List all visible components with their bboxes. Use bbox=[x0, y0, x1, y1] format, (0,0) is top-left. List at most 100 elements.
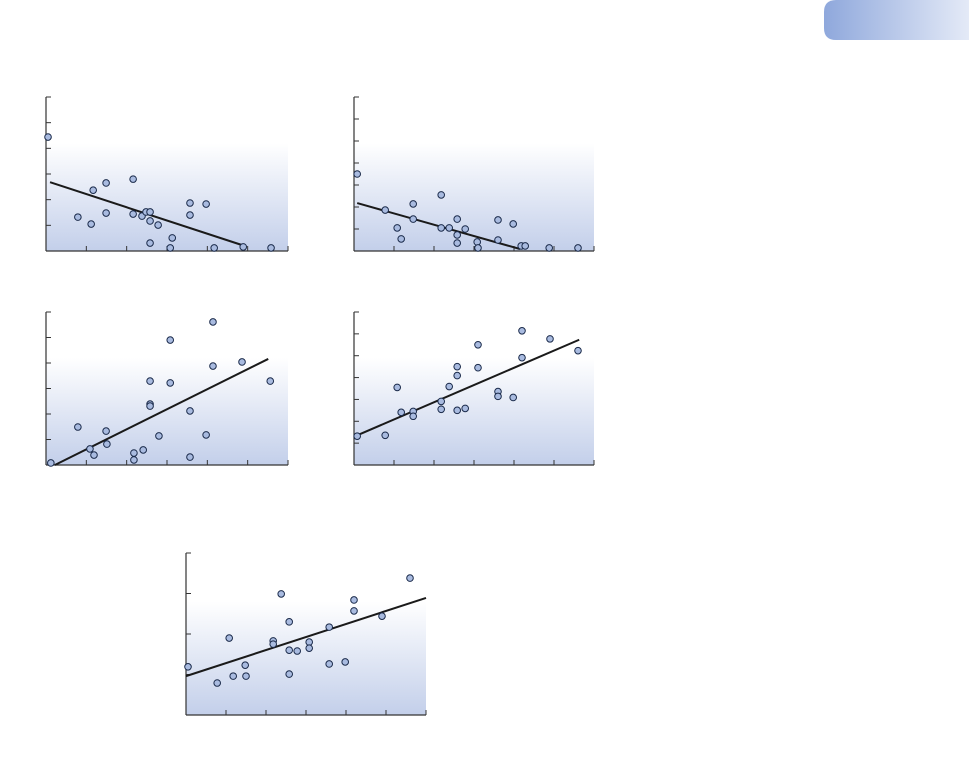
data-point bbox=[146, 402, 154, 410]
data-point bbox=[102, 209, 110, 217]
data-point bbox=[325, 623, 334, 631]
data-point bbox=[89, 186, 97, 194]
data-point bbox=[285, 618, 294, 626]
data-point bbox=[453, 362, 462, 371]
data-point bbox=[378, 612, 386, 620]
data-point bbox=[154, 221, 162, 229]
data-point bbox=[74, 423, 82, 431]
data-point bbox=[453, 371, 462, 380]
data-point bbox=[341, 658, 350, 666]
data-point bbox=[409, 215, 418, 223]
data-point bbox=[202, 200, 210, 208]
trend-line bbox=[356, 338, 580, 437]
data-point bbox=[409, 200, 418, 208]
data-point bbox=[453, 231, 462, 239]
data-point bbox=[90, 451, 98, 459]
data-point bbox=[409, 412, 418, 421]
data-point bbox=[102, 179, 110, 187]
data-point bbox=[494, 216, 502, 224]
data-point bbox=[102, 427, 110, 435]
data-point bbox=[130, 449, 138, 457]
data-point bbox=[474, 244, 482, 252]
data-point bbox=[86, 445, 94, 453]
data-point bbox=[461, 225, 470, 233]
data-point bbox=[574, 244, 582, 252]
data-point bbox=[453, 215, 462, 223]
data-point bbox=[129, 210, 137, 218]
data-point bbox=[202, 431, 210, 439]
data-point bbox=[461, 404, 470, 413]
plot-area bbox=[354, 312, 594, 465]
data-point bbox=[445, 382, 454, 391]
plot-area bbox=[46, 97, 288, 251]
data-point bbox=[353, 170, 362, 178]
data-point bbox=[213, 679, 221, 687]
data-point bbox=[285, 670, 294, 678]
data-point bbox=[130, 456, 138, 464]
data-point bbox=[146, 217, 154, 225]
data-point bbox=[437, 397, 446, 406]
data-point bbox=[186, 407, 194, 415]
data-point bbox=[129, 175, 137, 183]
data-point bbox=[267, 244, 275, 252]
data-point bbox=[406, 574, 414, 582]
data-point bbox=[146, 208, 154, 216]
data-point bbox=[474, 340, 482, 349]
data-point bbox=[285, 646, 294, 655]
data-point bbox=[353, 432, 362, 440]
data-point bbox=[266, 377, 275, 385]
data-point bbox=[545, 244, 554, 252]
data-point bbox=[518, 353, 526, 362]
data-point bbox=[453, 239, 462, 247]
data-point bbox=[209, 318, 217, 326]
data-point bbox=[445, 224, 454, 232]
data-point bbox=[166, 244, 175, 252]
data-point bbox=[186, 199, 194, 207]
data-point bbox=[146, 377, 154, 385]
data-point bbox=[166, 379, 175, 387]
data-point bbox=[186, 211, 194, 219]
data-point bbox=[47, 459, 55, 467]
data-point bbox=[546, 335, 554, 343]
data-point bbox=[186, 453, 194, 461]
data-point bbox=[155, 432, 163, 440]
trend-line bbox=[185, 597, 427, 678]
data-point bbox=[146, 239, 154, 247]
data-point bbox=[139, 446, 148, 454]
data-point bbox=[87, 220, 95, 228]
data-point bbox=[393, 383, 402, 392]
plot-area bbox=[46, 312, 288, 465]
data-point bbox=[494, 236, 502, 244]
data-point bbox=[293, 647, 302, 655]
data-point bbox=[509, 393, 518, 402]
data-point bbox=[437, 224, 446, 232]
data-point bbox=[474, 363, 482, 372]
data-point bbox=[325, 660, 334, 668]
data-point bbox=[381, 431, 390, 440]
data-point bbox=[74, 213, 82, 221]
data-point bbox=[241, 661, 249, 669]
data-point bbox=[238, 358, 246, 366]
data-point bbox=[166, 336, 175, 344]
data-point bbox=[269, 640, 278, 648]
data-point bbox=[184, 663, 192, 671]
data-point bbox=[509, 220, 518, 228]
data-point bbox=[242, 672, 250, 680]
data-point bbox=[350, 596, 358, 604]
data-point bbox=[44, 133, 52, 141]
data-point bbox=[305, 644, 314, 652]
data-point bbox=[350, 607, 358, 615]
data-point bbox=[168, 234, 177, 242]
data-point bbox=[103, 440, 111, 448]
data-point bbox=[518, 326, 526, 335]
data-point bbox=[437, 191, 446, 199]
data-point bbox=[225, 634, 233, 642]
plot-area bbox=[186, 553, 426, 715]
data-point bbox=[393, 224, 402, 232]
data-point bbox=[397, 235, 406, 243]
data-point bbox=[494, 392, 502, 401]
data-point bbox=[277, 590, 286, 598]
header-tab bbox=[824, 0, 969, 40]
